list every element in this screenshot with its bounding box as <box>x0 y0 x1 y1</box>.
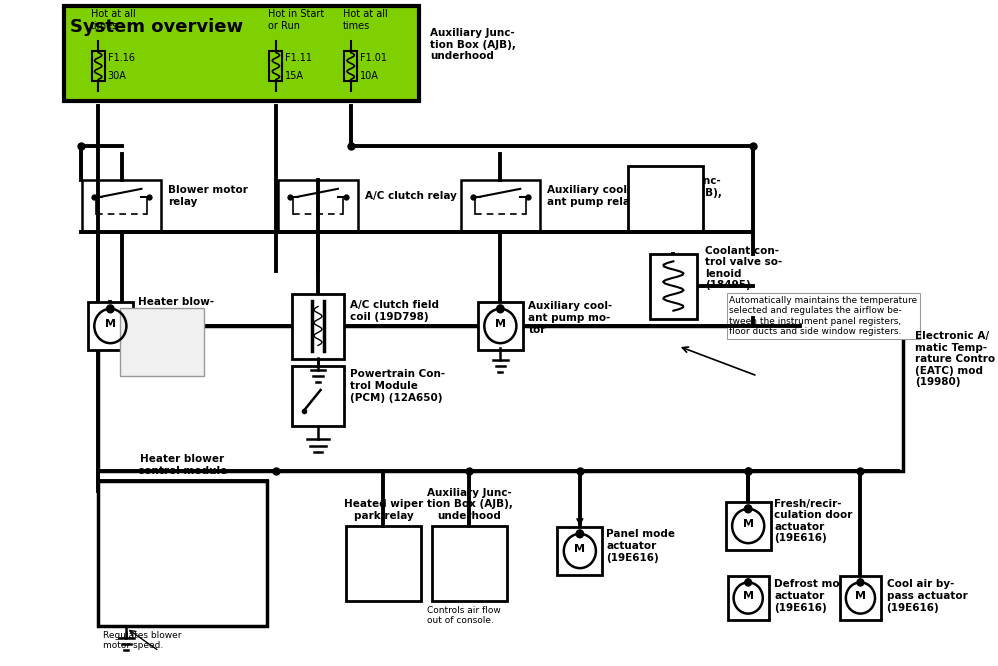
Bar <box>88 302 133 350</box>
Circle shape <box>107 305 114 313</box>
Bar <box>726 501 770 550</box>
Text: Heater blower
control module: Heater blower control module <box>138 454 227 476</box>
Text: Auxiliary Junc-
tion Box (AJB),
underhood: Auxiliary Junc- tion Box (AJB), underhoo… <box>426 488 512 521</box>
Text: Heater blow-
er motor
(19805): Heater blow- er motor (19805) <box>139 298 215 330</box>
Text: Auxiliary cool-
ant pump relay: Auxiliary cool- ant pump relay <box>547 185 637 207</box>
Text: M: M <box>495 319 506 329</box>
Bar <box>629 166 704 231</box>
Text: Auxiliary cool-
ant pump mo-
tor: Auxiliary cool- ant pump mo- tor <box>528 302 613 334</box>
Bar <box>278 180 357 232</box>
Text: 15A: 15A <box>285 71 304 81</box>
Bar <box>461 180 540 232</box>
Circle shape <box>576 530 584 538</box>
Bar <box>292 366 343 426</box>
Text: 10A: 10A <box>360 71 379 81</box>
Circle shape <box>745 579 751 586</box>
Bar <box>432 526 507 601</box>
Text: Automatically maintains the temperature
selected and regulates the airflow be-
t: Automatically maintains the temperature … <box>730 296 917 336</box>
Text: Hot in Start
or Run: Hot in Start or Run <box>268 9 324 31</box>
Bar <box>557 527 603 575</box>
Text: A/C clutch field
coil (19D798): A/C clutch field coil (19D798) <box>349 300 439 322</box>
Text: Fresh/recir-
culation door
actuator
(19E616): Fresh/recir- culation door actuator (19E… <box>774 499 852 543</box>
Circle shape <box>857 579 864 586</box>
Text: Auxiliary Junc-
tion Box (AJB),
underhood: Auxiliary Junc- tion Box (AJB), underhoo… <box>430 28 516 61</box>
Bar <box>98 481 266 626</box>
Text: Regulates blower
motor speed.: Regulates blower motor speed. <box>103 631 182 651</box>
Text: Panel mode
actuator
(19E616): Panel mode actuator (19E616) <box>606 529 675 563</box>
Bar <box>98 326 902 471</box>
Bar <box>728 576 768 620</box>
Bar <box>840 576 881 620</box>
Text: A/C clutch relay: A/C clutch relay <box>364 191 457 201</box>
Bar <box>82 180 162 232</box>
Text: M: M <box>743 591 753 601</box>
Bar <box>120 308 204 376</box>
Text: Coolant con-
trol valve so-
lenoid
(18495): Coolant con- trol valve so- lenoid (1849… <box>706 246 782 290</box>
Text: Blower motor
relay: Blower motor relay <box>169 185 249 207</box>
Text: Powertrain Con-
trol Module
(PCM) (12A650): Powertrain Con- trol Module (PCM) (12A65… <box>349 370 445 403</box>
Bar <box>269 51 282 81</box>
Text: Controls air flow
out of console.: Controls air flow out of console. <box>427 606 501 625</box>
Text: M: M <box>105 319 116 329</box>
Circle shape <box>745 505 751 513</box>
Text: M: M <box>575 544 586 554</box>
Text: Hot at all
times: Hot at all times <box>91 9 136 31</box>
Text: Defrost mode
actuator
(19E616): Defrost mode actuator (19E616) <box>774 579 854 613</box>
Text: F1.01: F1.01 <box>360 53 387 63</box>
Text: Cool air by-
pass actuator
(19E616): Cool air by- pass actuator (19E616) <box>886 579 967 613</box>
Text: M: M <box>855 591 866 601</box>
Bar <box>64 6 419 101</box>
Text: Auxiliary Junc-
tion Box (AJB),
underhood: Auxiliary Junc- tion Box (AJB), underhoo… <box>636 176 722 209</box>
Text: M: M <box>743 519 753 529</box>
Bar <box>650 254 697 318</box>
Bar <box>478 302 523 350</box>
Text: F1.11: F1.11 <box>285 53 312 63</box>
Text: System overview: System overview <box>70 18 244 36</box>
Text: Heated wiper
park relay: Heated wiper park relay <box>344 500 423 521</box>
Text: 30A: 30A <box>108 71 127 81</box>
Text: Electronic A/
matic Temp-
rature Contro
(EATC) mod
(19980): Electronic A/ matic Temp- rature Contro … <box>915 331 995 388</box>
Bar <box>92 51 105 81</box>
Text: F1.16: F1.16 <box>108 53 135 63</box>
Circle shape <box>497 305 504 313</box>
Text: Forces air
through rear A/
C-heater reg-
isters.: Forces air through rear A/ C-heater reg-… <box>124 311 193 351</box>
Text: Hot at all
times: Hot at all times <box>343 9 388 31</box>
Bar <box>344 51 357 81</box>
Bar <box>292 294 343 358</box>
Bar <box>346 526 421 601</box>
